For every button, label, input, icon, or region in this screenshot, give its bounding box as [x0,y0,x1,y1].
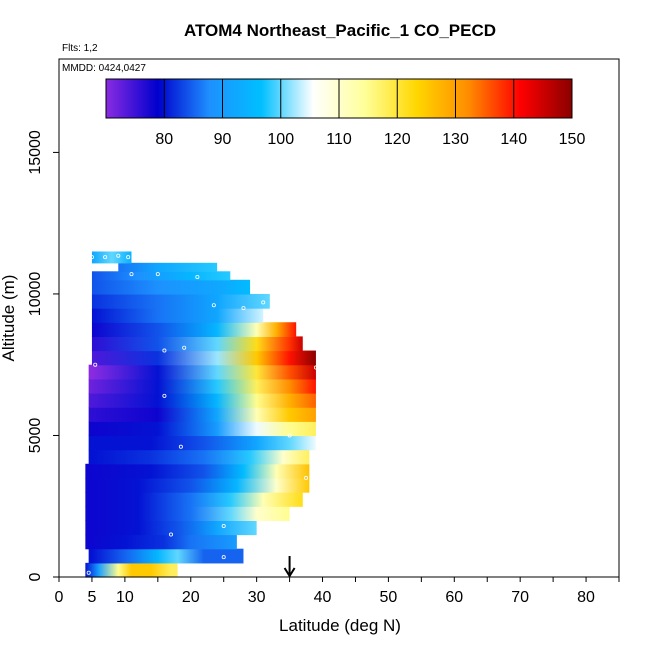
heatmap-cell [85,534,237,550]
colorbar-tick-label: 120 [384,131,411,148]
heatmap-cell [88,449,310,465]
colorbar-tick-label: 100 [267,131,294,148]
sample-point [287,433,292,438]
sample-point [221,555,226,560]
sample-point [126,255,131,260]
sample-point [300,328,305,333]
sample-point [89,255,94,260]
y-tick-label: 10000 [27,272,44,317]
flights-label: Flts: 1,2 [62,43,98,54]
colorbar-ticks: 80 90 100 110 120 130 140 150 [155,79,585,148]
heatmap-cell [88,407,316,422]
x-tick-label: 80 [577,589,595,606]
sample-point [168,532,173,537]
x-tick-label: 5 [87,589,96,606]
sample-point [178,444,183,449]
sample-point [211,303,216,308]
colorbar-tick-label: 90 [214,131,232,148]
heatmap-cell [88,435,316,451]
x-tick-label: 50 [380,589,398,606]
heatmap-cell [91,308,264,323]
sample-point [261,300,266,305]
x-tick-label: 60 [445,589,463,606]
y-axis-label: Altitude (m) [0,275,18,362]
heatmap-layer [85,251,316,578]
x-tick-label: 70 [511,589,529,606]
x-axis-label: Latitude (deg N) [279,616,401,635]
sample-point [313,365,318,370]
sample-point [182,345,187,350]
colorbar-tick-label: 140 [500,131,527,148]
marker-head [283,567,296,578]
plot-frame [58,58,620,578]
heatmap-cell [91,251,132,264]
heatmap-cell [85,463,310,479]
dates-label: MMDD: 0424,0427 [62,63,146,74]
x-tick-label: 20 [182,589,200,606]
heatmap-cell [85,477,310,493]
colorbar-tick-label: 110 [326,131,352,148]
heatmap-cell [88,378,316,394]
latitude-marker-arrow [283,556,296,578]
y-axis: 0 5000 10000 15000 [27,130,59,581]
heatmap-cell [88,421,316,437]
sample-point [116,253,121,258]
sample-point [304,475,309,480]
heatmap-cell [91,350,316,366]
y-tick-label: 0 [27,572,44,581]
colorbar-tick-label: 150 [559,131,586,148]
x-tick-label: 0 [55,589,64,606]
heatmap-cell [85,520,257,536]
sample-point [221,524,226,529]
sample-points-layer [86,253,318,575]
colorbar-tick-label: 80 [155,131,173,148]
sample-point [162,393,167,398]
x-tick-label: 40 [314,589,332,606]
sample-point [103,255,108,260]
sample-point [162,348,167,353]
heatmap-cell [88,393,316,408]
chart-title: ATOM4 Northeast_Pacific_1 CO_PECD [184,21,496,40]
heatmap-cell [91,293,270,309]
heatmap-cell [85,562,178,578]
sample-point [241,306,246,311]
heatmap-cell [85,506,290,521]
sample-point [195,274,200,279]
x-tick-label: 30 [248,589,266,606]
heatmap-cell [91,271,231,281]
sample-point [93,362,98,367]
sample-point [129,272,134,277]
heatmap-cell [91,279,251,295]
x-tick-label: 10 [116,589,134,606]
sample-point [86,570,91,575]
x-axis: 0 5 10 20 30 40 50 60 70 80 [55,577,620,606]
heatmap-cell [88,364,316,380]
heatmap-cell [91,336,303,352]
heatmap-cell [118,262,218,272]
heatmap-cell [88,548,244,564]
colorbar-tick-label: 130 [442,131,469,148]
y-tick-label: 5000 [27,418,44,454]
heatmap-cell [91,322,297,337]
sample-point [155,272,160,277]
heatmap-cell [85,492,303,507]
y-tick-label: 15000 [27,130,44,175]
